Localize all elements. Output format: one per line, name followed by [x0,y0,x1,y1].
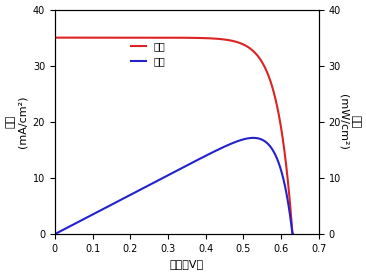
Y-axis label: 電力
(mW/cm²): 電力 (mW/cm²) [339,94,361,150]
Y-axis label: 電流
(mA/cm²): 電流 (mA/cm²) [5,96,27,148]
電力 [248,136,253,140]
電流 [66,36,70,39]
電力 [53,233,57,236]
Line: 電力: 電力 [55,138,293,234]
電力 [74,221,78,225]
電流 [53,36,57,39]
電力 [195,158,200,161]
電流 [248,47,253,50]
電力 [66,226,70,229]
電力 [141,186,145,190]
電流 [291,233,295,236]
電流 [58,36,62,39]
電力 [58,230,62,233]
電流 [74,36,78,39]
電流 [290,233,295,236]
Line: 電流: 電流 [55,38,293,234]
電流 [195,36,200,40]
電力 [251,136,255,139]
X-axis label: 電圧（V）: 電圧（V） [170,259,204,270]
電流 [141,36,145,39]
電力 [291,233,295,236]
Legend: 電流, 電力: 電流, 電力 [131,41,165,66]
